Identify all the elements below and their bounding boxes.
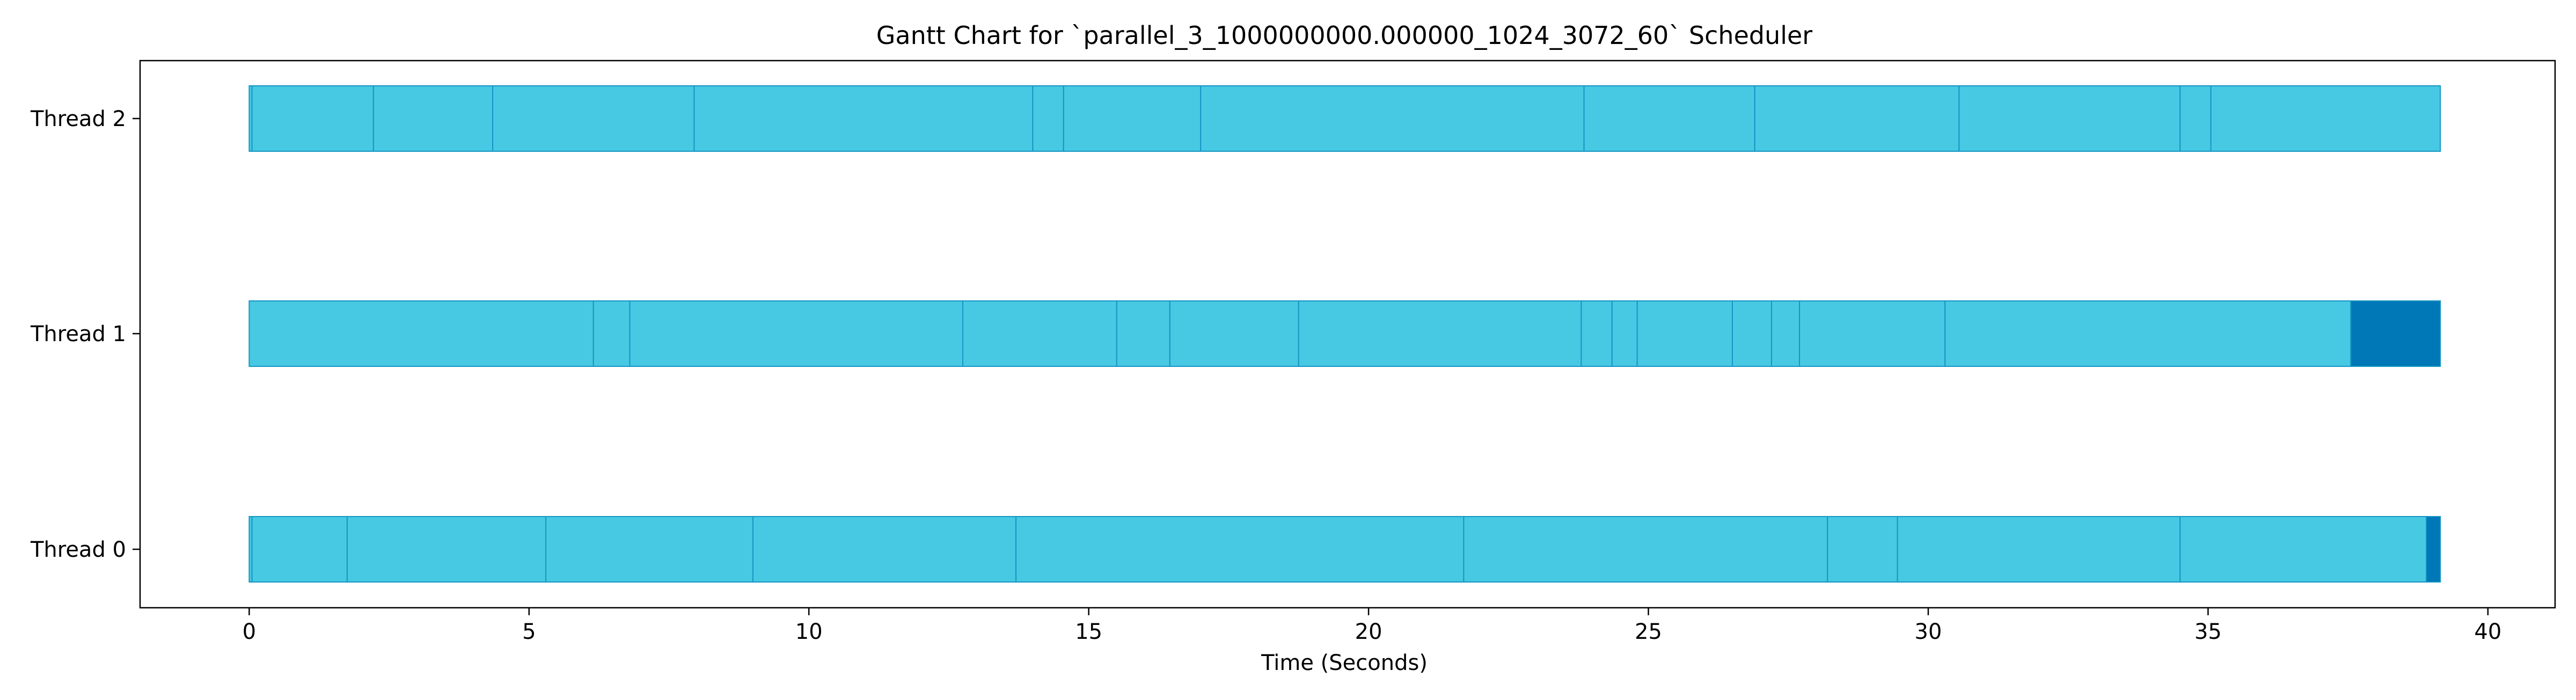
y-tick-label: Thread 0	[30, 537, 126, 562]
gantt-segment	[962, 300, 1117, 367]
gantt-segment	[346, 516, 547, 583]
gantt-segment	[2210, 85, 2441, 152]
gantt-segment	[752, 516, 1017, 583]
gantt-segment	[1298, 300, 1582, 367]
x-axis: 0 5 10 15 20 25 30 35 40	[243, 608, 2501, 644]
y-tick-label: Thread 2	[30, 107, 126, 131]
gantt-segment	[1032, 85, 1064, 152]
gantt-segment	[1799, 300, 1946, 367]
gantt-segment	[1827, 516, 1898, 583]
gantt-segment	[629, 300, 964, 367]
gantt-segment	[693, 85, 1034, 152]
gantt-segment	[2350, 300, 2441, 367]
x-tick-label: 15	[1075, 620, 1102, 644]
x-tick-label: 40	[2474, 620, 2501, 644]
gantt-segment	[1958, 85, 2181, 152]
gantt-segment	[1169, 300, 1299, 367]
gantt-segment	[1754, 85, 1960, 152]
gantt-segment	[1200, 85, 1585, 152]
x-tick-label: 20	[1355, 620, 1382, 644]
gantt-segment	[1944, 300, 2352, 367]
gantt-segment	[2179, 85, 2212, 152]
gantt-segment	[592, 300, 631, 367]
gantt-segment	[251, 516, 348, 583]
gantt-segment	[251, 85, 374, 152]
bars-layer	[248, 85, 2441, 583]
gantt-segment	[1580, 300, 1613, 367]
x-tick-label: 5	[522, 620, 536, 644]
x-axis-label: Time (Seconds)	[1261, 651, 1428, 675]
y-tick-label: Thread 1	[30, 322, 126, 347]
gantt-segment	[248, 300, 594, 367]
gantt-segment	[1463, 516, 1828, 583]
chart-title: Gantt Chart for `parallel_3_1000000000.0…	[876, 21, 1813, 50]
x-tick-label: 10	[795, 620, 823, 644]
gantt-segment	[1116, 300, 1170, 367]
x-tick-label: 35	[2194, 620, 2222, 644]
gantt-segment	[1897, 516, 2181, 583]
gantt-segment	[1731, 300, 1772, 367]
gantt-segment	[1015, 516, 1465, 583]
gantt-segment	[492, 85, 695, 152]
gantt-segment	[1611, 300, 1638, 367]
x-tick-label: 30	[1915, 620, 1942, 644]
x-tick-label: 0	[243, 620, 256, 644]
gantt-segment	[545, 516, 753, 583]
gantt-segment	[372, 85, 494, 152]
gantt-segment	[1063, 85, 1202, 152]
gantt-segment	[1770, 300, 1801, 367]
y-axis: Thread 2 Thread 1 Thread 0	[30, 107, 140, 562]
x-tick-label: 25	[1635, 620, 1662, 644]
gantt-segment	[2179, 516, 2427, 583]
gantt-segment	[1636, 300, 1733, 367]
gantt-segment	[1583, 85, 1755, 152]
gantt-segment	[2426, 516, 2441, 583]
